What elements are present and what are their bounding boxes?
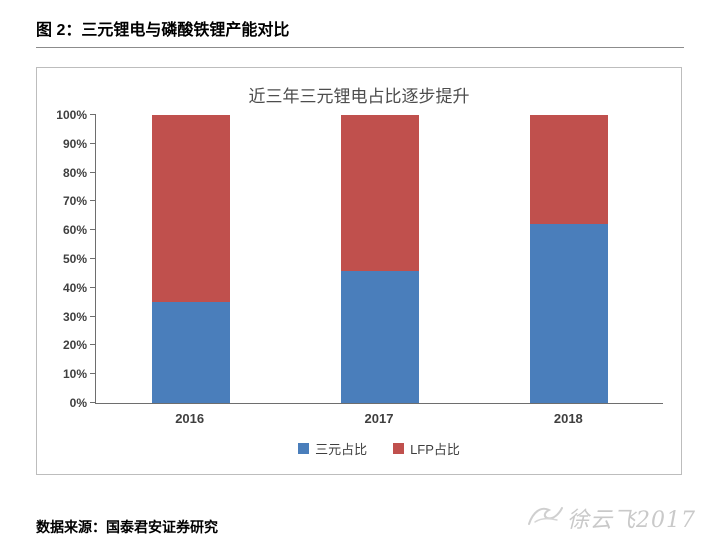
y-tick-mark [90, 258, 96, 259]
legend-item: LFP占比 [393, 439, 460, 458]
x-axis-label: 2018 [553, 411, 583, 426]
y-tick-label: 10% [62, 367, 87, 382]
bar-segment-LFP占比 [340, 115, 419, 271]
y-tick-mark [90, 114, 96, 115]
y-tick-mark [90, 402, 96, 403]
bar-segment-三元占比 [151, 302, 230, 403]
y-tick-label: 40% [62, 280, 87, 295]
legend-swatch [298, 443, 310, 454]
data-source-note: 数据来源：国泰君安证券研究 [36, 519, 218, 535]
bar-segment-三元占比 [529, 224, 608, 403]
y-tick-mark [90, 373, 96, 375]
legend-swatch [393, 443, 405, 454]
stacked-bar-2016 [151, 115, 230, 403]
y-tick-mark [90, 229, 96, 231]
y-tick-label: 20% [62, 338, 87, 353]
plot-wrap: 0% 10% 20% 30% 40% 50% 60% 70% 80% 90% 100% [43, 108, 663, 410]
title-divider [36, 47, 684, 48]
y-axis: 0% 10% 20% 30% 40% 50% 60% 70% 80% 90% 100% [43, 108, 95, 410]
legend-item: 三元占比 [298, 439, 367, 458]
stacked-bar-2017 [340, 115, 419, 403]
y-tick-label: 0% [69, 396, 87, 410]
y-tick-label: 70% [62, 194, 87, 209]
bar-segment-三元占比 [340, 270, 419, 403]
y-tick-label: 80% [62, 165, 87, 180]
y-tick-mark [90, 142, 96, 144]
y-tick-label: 30% [62, 309, 87, 324]
bar-slot [285, 115, 474, 403]
y-tick-label: 60% [62, 223, 87, 238]
y-tick-mark [90, 171, 96, 173]
plot-area [90, 114, 663, 404]
x-axis-label: 2016 [175, 411, 205, 426]
y-tick-mark [90, 286, 96, 288]
y-tick-label: 90% [62, 136, 87, 151]
chart-title: 近三年三元锂电占比逐步提升 [248, 87, 470, 106]
watermark: 徐云飞2017 [525, 500, 696, 535]
y-tick-label: 50% [62, 252, 87, 266]
bar-segment-LFP占比 [151, 115, 230, 303]
figure-title: 图 2：三元锂电与磷酸铁锂产能对比 [36, 22, 290, 39]
watermark-text: 徐云飞2017 [567, 507, 696, 533]
legend-label: LFP占比 [410, 442, 460, 457]
bar-slot [96, 115, 285, 403]
stacked-bar-2018 [529, 115, 608, 403]
bird-logo-icon [525, 500, 565, 535]
x-axis-labels: 2016 2017 2018 [95, 411, 663, 426]
y-tick-mark [90, 200, 96, 202]
bar-segment-LFP占比 [529, 115, 608, 225]
y-tick-mark [90, 344, 96, 346]
y-tick-label: 100% [56, 108, 87, 122]
x-axis-label: 2017 [364, 411, 394, 426]
y-tick-mark [90, 315, 96, 317]
bar-slot [474, 115, 663, 403]
legend-label: 三元占比 [315, 442, 368, 457]
chart-container: 近三年三元锂电占比逐步提升 0% 10% 20% 30% 40% 50% 60% 70% 80%… [36, 67, 682, 475]
legend: 三元占比 LFP占比 [77, 439, 681, 458]
